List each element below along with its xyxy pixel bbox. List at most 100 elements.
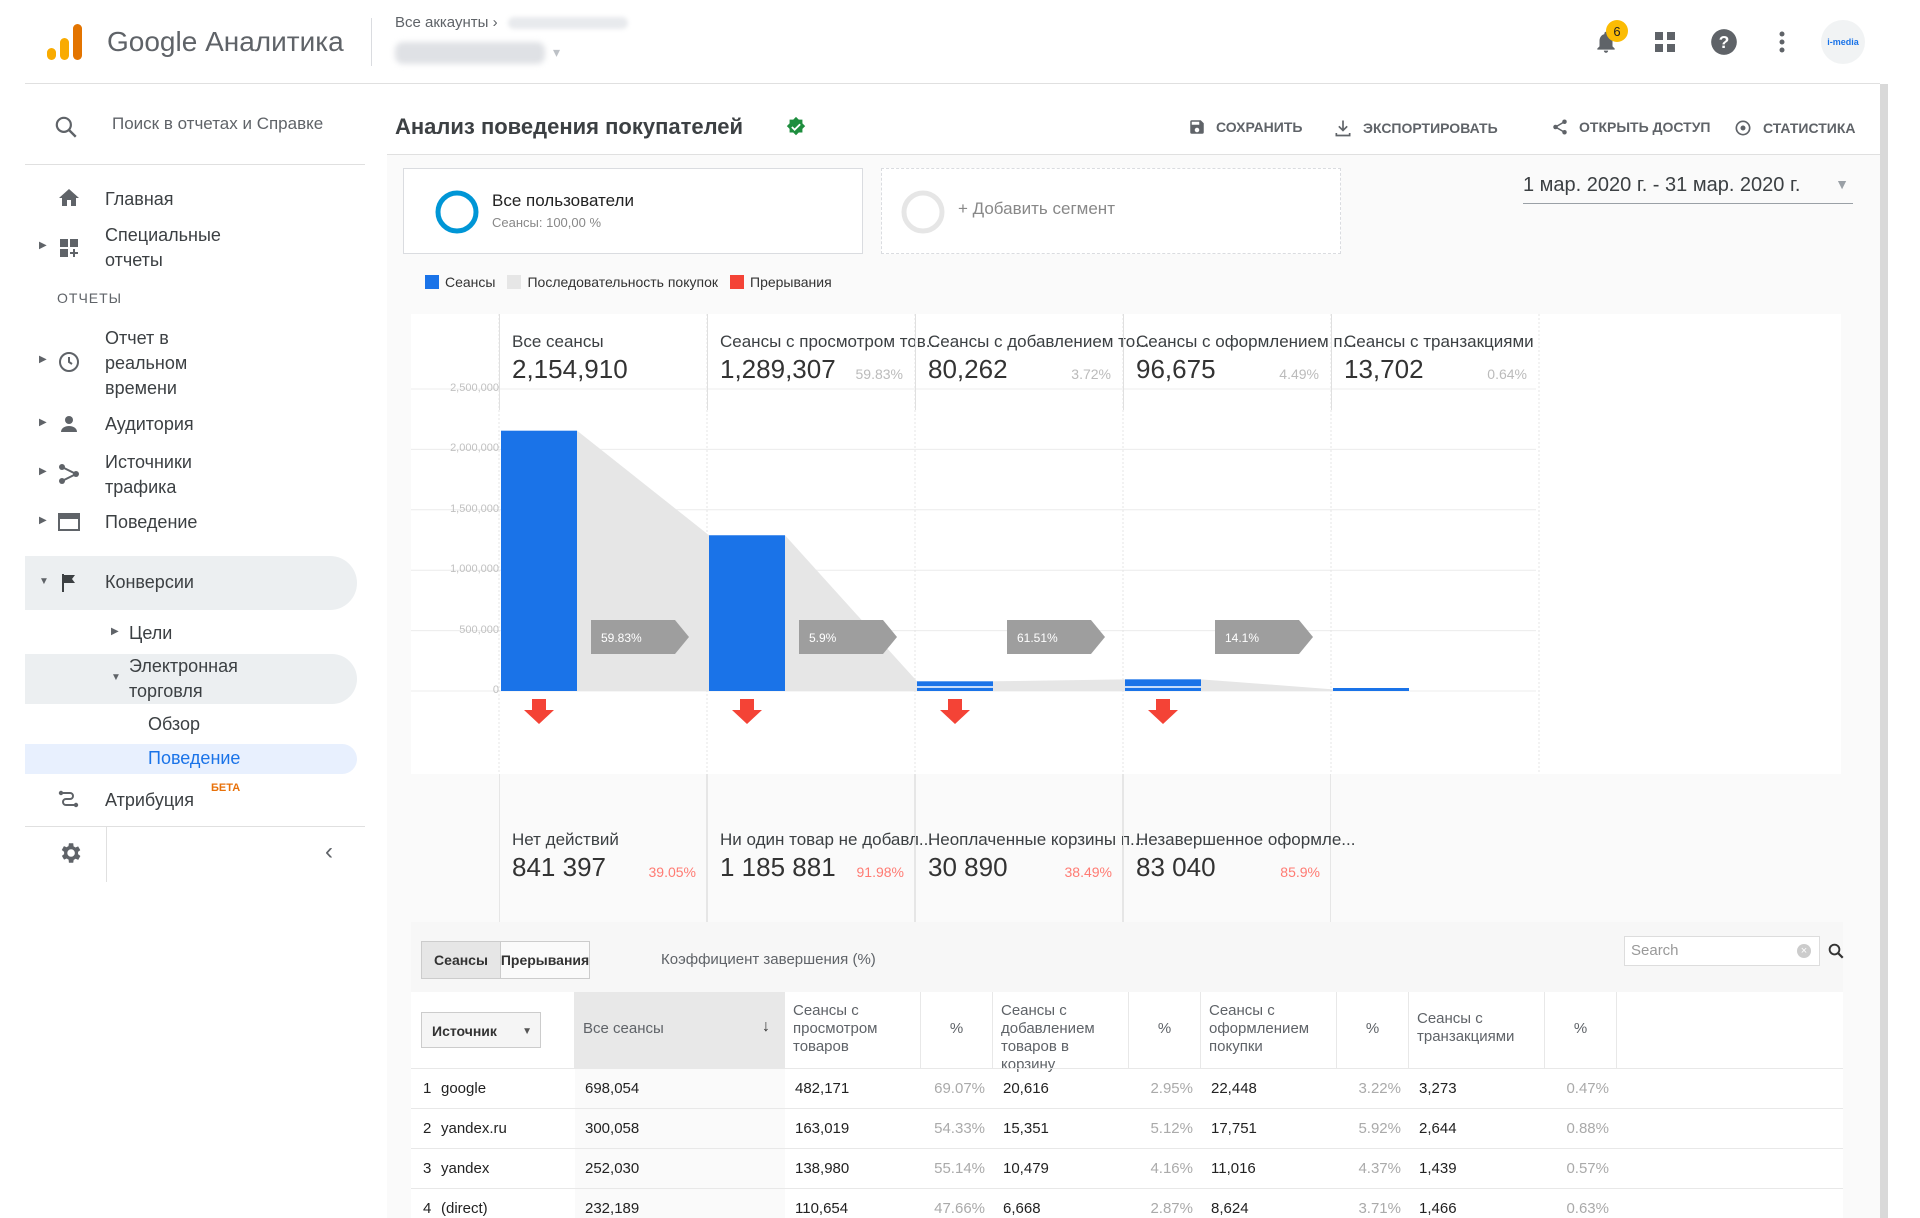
date-range-picker[interactable]: 1 мар. 2020 г. - 31 мар. 2020 г. ▼ — [1523, 174, 1853, 204]
row-index: 3 — [423, 1160, 432, 1177]
table-row[interactable]: 2 yandex.ru 300,058 163,019 54.33% 15,351 5.12… — [411, 1109, 1843, 1149]
tab-abandonments[interactable]: Прерывания — [500, 941, 590, 979]
abandon-percent: 39.05% — [648, 864, 696, 880]
source-link[interactable]: (direct) — [441, 1200, 488, 1217]
table-row[interactable]: 3 yandex 252,030 138,980 55.14% 10,479 4.16% 11… — [411, 1149, 1843, 1189]
stage-value: 13,702 — [1344, 354, 1424, 384]
funnel-stage-header[interactable]: Сеансы с просмотром тов... 1,289,307 59.83… — [707, 314, 940, 410]
value-cell: 163,019 — [795, 1120, 850, 1137]
funnel-svg: 59.83% 5.9% 61.51% 14.1% — [411, 314, 1540, 774]
sidebar-item-home[interactable]: Главная — [25, 178, 365, 218]
sidebar-item-ecommerce[interactable]: ▼ Электронная торговля — [25, 654, 357, 704]
completion-rate-toggle[interactable]: Коэффициент завершения (%) — [661, 951, 876, 968]
acquisition-icon — [59, 464, 79, 484]
add-segment-card[interactable]: + Добавить сегмент — [881, 168, 1341, 254]
column-header[interactable]: Сеансы с добавлением товаров в корзину — [993, 992, 1129, 1073]
sidebar-item-behavior[interactable]: ▶ Поведение — [25, 502, 365, 542]
analytics-logo-icon — [47, 24, 82, 60]
abandon-card[interactable]: Ни один товар не добавл... 1 185 881 91.98… — [707, 774, 933, 924]
abandon-percent: 38.49% — [1064, 864, 1112, 880]
source-link[interactable]: yandex.ru — [441, 1120, 507, 1137]
export-button[interactable]: ЭКСПОРТИРОВАТЬ — [1333, 118, 1498, 138]
sorted-column-header[interactable]: Все сеансы ↓ — [575, 992, 785, 1068]
abandon-value: 83 040 — [1136, 852, 1216, 882]
sessions-bar — [1125, 679, 1201, 691]
percent-cell: 3.71% — [1358, 1200, 1401, 1217]
percent-cell: 4.16% — [1150, 1160, 1193, 1177]
funnel-stage-header[interactable]: Все сеансы 2,154,910 — [499, 314, 707, 410]
page-scrollbar[interactable] — [1880, 0, 1920, 1218]
clear-search-icon[interactable]: × — [1797, 944, 1811, 958]
column-header[interactable]: % — [1545, 992, 1617, 1068]
row-divider — [411, 1108, 1843, 1109]
more-menu-button[interactable] — [1766, 26, 1798, 58]
account-avatar[interactable]: i-media — [1821, 20, 1865, 64]
breadcrumb-all-accounts[interactable]: Все аккаунты — [395, 14, 489, 31]
column-header[interactable]: % — [921, 992, 993, 1068]
source-link[interactable]: google — [441, 1080, 487, 1097]
home-icon — [59, 189, 79, 206]
value-cell: 15,351 — [1003, 1120, 1049, 1137]
funnel-stage-header[interactable]: Сеансы с транзакциями 13,702 0.64% — [1331, 314, 1539, 410]
sessions-bar — [1333, 688, 1409, 691]
tab-sessions[interactable]: Сеансы — [421, 941, 501, 979]
dimension-dropdown[interactable]: Источник ▼ — [421, 1012, 541, 1048]
column-header-label: Сеансы с транзакциями — [1417, 1010, 1515, 1045]
sidebar-item-conversions[interactable]: ▼ Конверсии — [25, 556, 357, 610]
person-icon — [61, 416, 77, 432]
sidebar-item-overview[interactable]: Обзор — [25, 708, 365, 742]
funnel-stage-header[interactable]: Сеансы с добавлением то... 80,262 3.72% — [915, 314, 1149, 410]
table-row[interactable]: 4 (direct) 232,189 110,654 47.66% 6,668 2.87% 8… — [411, 1189, 1843, 1218]
sidebar-item-acquisition[interactable]: ▶ Источники трафика — [25, 446, 365, 502]
source-link[interactable]: yandex — [441, 1160, 490, 1177]
page-title: Анализ поведения покупателей — [395, 114, 744, 139]
settings-gear-icon[interactable] — [57, 840, 83, 866]
notifications-button[interactable]: 6 — [1590, 20, 1628, 58]
segment-name: Все пользователи — [492, 191, 634, 210]
save-button[interactable]: СОХРАНИТЬ — [1188, 118, 1302, 136]
transition-rate-label: 59.83% — [601, 631, 642, 645]
funnel-stage-header[interactable]: Сеансы с оформлением п... 96,675 4.49% — [1123, 314, 1357, 410]
sidebar-item-ecom-behavior[interactable]: Поведение — [25, 744, 357, 774]
data-table-panel: Сеансы Прерывания Коэффициент завершения… — [411, 922, 1844, 1218]
apps-button[interactable] — [1649, 26, 1681, 58]
column-header[interactable]: % — [1129, 992, 1201, 1068]
table-search-input[interactable]: Search — [1624, 936, 1820, 966]
sidebar-item-goals[interactable]: ▶ Цели — [25, 612, 365, 652]
search-submit-button[interactable] — [1821, 936, 1851, 966]
collapse-sidebar-chevron-icon[interactable]: ‹ — [325, 838, 333, 865]
search-icon — [1828, 943, 1844, 959]
help-button[interactable]: ? — [1708, 26, 1740, 58]
sidebar-item-label: Аудитория — [105, 414, 194, 434]
value-cell: 1,466 — [1419, 1200, 1457, 1217]
beta-badge: БЕТА — [211, 782, 241, 794]
dimension-header: Источник ▼ — [411, 992, 575, 1068]
property-selector-blurred[interactable] — [395, 42, 545, 64]
sidebar-item-realtime[interactable]: ▶ Отчет в реальном времени — [25, 322, 365, 402]
percent-cell: 0.63% — [1566, 1200, 1609, 1217]
sidebar-item-audience[interactable]: ▶ Аудитория — [25, 404, 365, 444]
value-cell: 482,171 — [795, 1080, 850, 1097]
value-cell: 698,054 — [585, 1080, 640, 1097]
sidebar-item-attribution[interactable]: Атрибуция БЕТА — [25, 780, 365, 820]
percent-cell: 3.22% — [1358, 1080, 1401, 1097]
share-button[interactable]: ОТКРЫТЬ ДОСТУП — [1551, 118, 1710, 136]
abandon-card[interactable]: Неоплаченные корзины п... 30 890 38.49% — [915, 774, 1144, 924]
segment-card-all-users[interactable]: Все пользователи Сеансы: 100,00 % — [403, 168, 863, 254]
insights-button[interactable]: СТАТИСТИКА — [1733, 118, 1856, 138]
stage-percent: 3.72% — [1071, 366, 1111, 382]
scrollbar-track[interactable] — [1880, 84, 1888, 1218]
report-search-input[interactable]: Поиск в отчетах и Справке — [112, 114, 324, 133]
table-row[interactable]: 1 google 698,054 482,171 69.07% 20,616 2.95% 22… — [411, 1069, 1843, 1109]
value-cell: 138,980 — [795, 1160, 850, 1177]
breadcrumb[interactable]: Все аккаунты › — [395, 14, 628, 31]
abandon-card[interactable]: Нет действий 841 397 39.05% — [499, 774, 707, 924]
column-header[interactable]: Сеансы с просмотром товаров — [785, 992, 921, 1068]
sidebar-item-custom-reports[interactable]: ▶ Специальные отчеты — [25, 220, 365, 276]
analytics-page: Google Аналитика Все аккаунты › ▾ 6 ? i-… — [25, 0, 1880, 1218]
sequence-flow-area — [785, 535, 917, 691]
abandon-card[interactable]: Незавершенное оформле... 83 040 85.9% — [1123, 774, 1355, 924]
column-header[interactable]: % — [1337, 992, 1409, 1068]
column-header[interactable]: Сеансы с транзакциями — [1409, 992, 1545, 1068]
column-header[interactable]: Сеансы с оформлением покупки — [1201, 992, 1337, 1068]
